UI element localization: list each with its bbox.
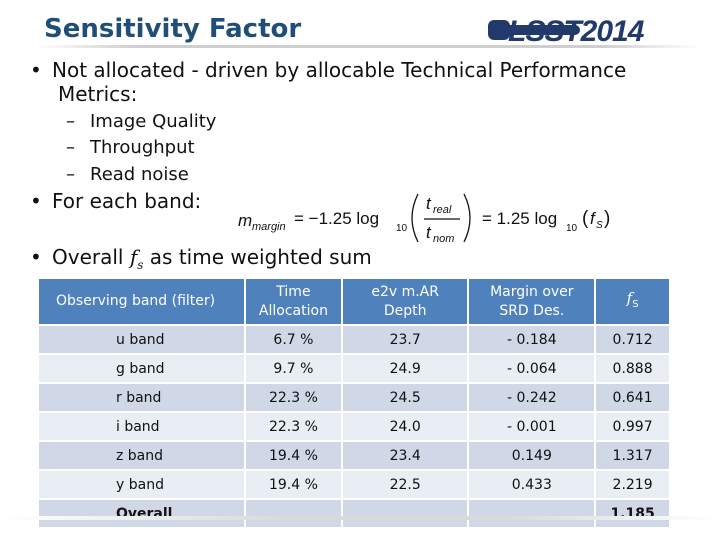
header-time-allocation: Time Allocation (245, 279, 341, 324)
subitem-image-quality: – Image Quality (66, 111, 217, 132)
svg-text:10: 10 (396, 223, 408, 234)
svg-text:t: t (426, 223, 432, 242)
svg-text:f: f (590, 209, 597, 228)
bullet-allocation-text: Not allocated - driven by allocable Tech… (52, 58, 627, 82)
table-row: u band 6.7 % 23.7- 0.184 0.712 (39, 326, 669, 353)
svg-text:real: real (433, 204, 452, 216)
svg-text:= −1.25 log: = −1.25 log (294, 209, 379, 228)
lsst2014-logo: LSST2014 (488, 15, 646, 46)
bullet-each-band-text: For each band: (52, 189, 202, 213)
bullet-each-band: • For each band: (30, 189, 202, 213)
svg-text:= 1.25 log: = 1.25 log (482, 209, 557, 228)
header-band: Observing band (filter) (39, 279, 244, 324)
logo-text: LSST2014 (508, 15, 645, 46)
bullet-overall: • Overall fs as time weighted sum (30, 245, 372, 272)
bullet-allocation-text-cont: Metrics: (58, 82, 138, 106)
header-fs: fS (596, 279, 669, 324)
table-total-row: Overall 1.185 (39, 500, 669, 527)
subitem-read-noise: – Read noise (66, 164, 189, 185)
subitem-throughput: – Throughput (66, 137, 195, 158)
svg-text:S: S (596, 220, 603, 231)
svg-text:10: 10 (566, 223, 578, 234)
table-row: y band 19.4 % 22.5 0.433 2.219 (39, 471, 669, 498)
sensitivity-table: Observing band (filter) Time Allocation e… (37, 277, 671, 529)
svg-text:): ) (604, 208, 610, 229)
bullet-allocation: • Not allocated - driven by allocable Tec… (30, 58, 627, 106)
footer-divider (0, 516, 720, 520)
slide-title: Sensitivity Factor (44, 14, 302, 44)
svg-text:m: m (238, 211, 252, 230)
table-row: z band 19.4 % 23.4 0.149 1.317 (39, 442, 669, 469)
table-row: g band 9.7 % 24.9- 0.064 0.888 (39, 355, 669, 382)
svg-text:(: ( (582, 208, 589, 229)
header-depth: e2v m.AR Depth (342, 279, 468, 324)
fs-symbol: f (129, 245, 138, 269)
table-row: r band 22.3 % 24.5- 0.242 0.641 (39, 384, 669, 411)
header-divider (36, 45, 700, 48)
svg-text:nom: nom (433, 233, 454, 245)
svg-text:t: t (426, 194, 432, 213)
header-margin: Margin over SRD Des. (469, 279, 595, 324)
svg-text:margin: margin (252, 221, 286, 233)
table-header-row: Observing band (filter) Time Allocation e… (39, 279, 669, 324)
table-row: i band 22.3 % 24.0- 0.001 0.997 (39, 413, 669, 440)
margin-equation: m margin = −1.25 log 10 t real t nom = 1… (238, 193, 610, 245)
